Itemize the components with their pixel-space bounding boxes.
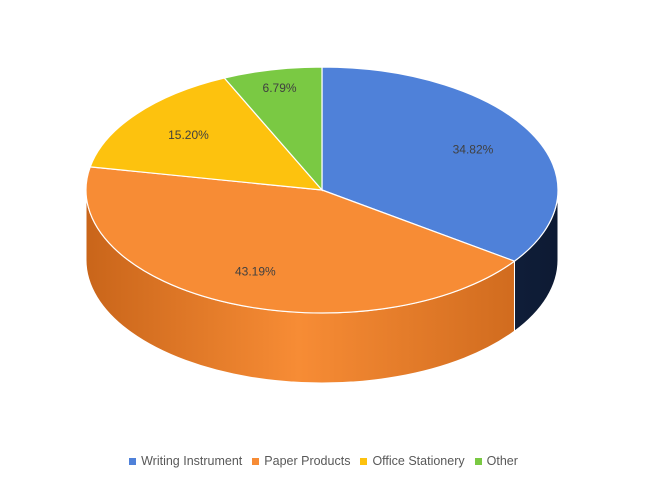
legend-swatch — [129, 457, 137, 465]
legend-label: Other — [486, 454, 518, 468]
legend: Writing Instrument Paper Products Office S… — [0, 454, 647, 468]
data-label-1: 43.19% — [235, 264, 276, 278]
legend-label: Office Stationery — [372, 454, 465, 468]
legend-swatch — [252, 457, 260, 465]
pie-slice-0[interactable] — [321, 66, 559, 262]
data-label-0: 34.82% — [453, 142, 494, 156]
pie-slice-3[interactable] — [223, 66, 323, 192]
legend-label: Paper Products — [264, 454, 351, 468]
data-label-2: 15.20% — [168, 128, 209, 142]
legend-item[interactable]: Other — [474, 454, 518, 468]
pie-slice-2[interactable] — [89, 77, 324, 191]
legend-item[interactable]: Writing Instrument — [129, 454, 242, 468]
legend-swatch — [474, 457, 482, 465]
legend-item[interactable]: Paper Products — [252, 454, 350, 468]
legend-label: Writing Instrument — [141, 454, 243, 468]
legend-swatch — [360, 457, 368, 465]
legend-item[interactable]: Office Stationery — [360, 454, 465, 468]
pie-slice-1[interactable] — [85, 166, 516, 314]
data-label-3: 6.79% — [263, 81, 297, 95]
